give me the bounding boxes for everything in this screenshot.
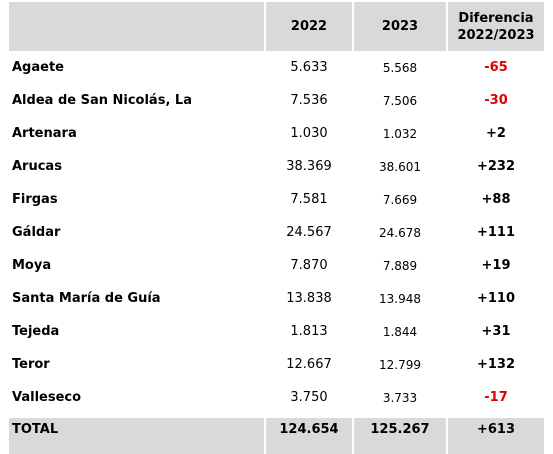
- value-2023: 3.733: [382, 390, 418, 405]
- municipality-name: Valleseco: [12, 390, 82, 405]
- value-2023: 7.669: [382, 192, 418, 207]
- table-row: Aldea de San Nicolás, La 7.536 7.506 -30: [9, 84, 544, 117]
- total-row: TOTAL 124.654 125.267 +613: [9, 418, 544, 454]
- value-2022: 24.567: [286, 225, 332, 240]
- header-difference-line1: Diferencia: [458, 10, 534, 26]
- municipality-name: Tejeda: [12, 324, 60, 339]
- value-2023: 5.568: [382, 60, 418, 75]
- header-difference: Diferencia 2022/2023: [448, 2, 544, 51]
- table-row: Valleseco 3.750 3.733 -17: [9, 381, 544, 414]
- total-2022: 124.654: [266, 418, 352, 454]
- value-2022: 1.813: [290, 324, 328, 339]
- difference-value: -17: [484, 390, 508, 405]
- difference-value: +19: [481, 258, 511, 273]
- value-2022: 7.870: [290, 258, 328, 273]
- value-2023: 7.506: [382, 93, 418, 108]
- value-2022: 1.030: [290, 126, 328, 141]
- municipality-name: Gáldar: [12, 225, 61, 240]
- difference-value: -30: [484, 93, 508, 108]
- value-2022: 7.536: [290, 93, 328, 108]
- table-row: Gáldar 24.567 24.678 +111: [9, 216, 544, 249]
- population-table: 2022 2023 Diferencia 2022/2023 Agaete 5.6…: [7, 2, 546, 454]
- header-municipality: [9, 2, 264, 51]
- difference-value: +31: [481, 324, 511, 339]
- municipality-name: Moya: [12, 258, 52, 273]
- municipality-name: Santa María de Guía: [12, 291, 161, 306]
- municipality-name: Agaete: [12, 60, 64, 75]
- value-2023: 12.799: [379, 357, 421, 372]
- municipality-name: Arucas: [12, 159, 62, 174]
- value-2023: 1.844: [382, 324, 418, 339]
- value-2022: 13.838: [286, 291, 332, 306]
- table-row: Arucas 38.369 38.601 +232: [9, 150, 544, 183]
- municipality-name: Firgas: [12, 192, 58, 207]
- table-row: Moya 7.870 7.889 +19: [9, 249, 544, 282]
- value-2023: 1.032: [382, 126, 418, 141]
- table-body: Agaete 5.633 5.568 -65 Aldea de San Nicolás,…: [9, 51, 544, 454]
- difference-value: +232: [476, 159, 516, 174]
- difference-value: +88: [481, 192, 511, 207]
- value-2023: 13.948: [379, 291, 421, 306]
- difference-value: +2: [486, 126, 506, 141]
- value-2022: 7.581: [290, 192, 328, 207]
- value-2022: 5.633: [290, 60, 328, 75]
- table-row: Teror 12.667 12.799 +132: [9, 348, 544, 381]
- table-row: Tejeda 1.813 1.844 +31: [9, 315, 544, 348]
- value-2023: 38.601: [379, 159, 421, 174]
- header-difference-line2: 2022/2023: [457, 27, 535, 43]
- total-label: TOTAL: [9, 418, 264, 454]
- municipality-name: Teror: [12, 357, 50, 372]
- difference-value: +132: [476, 357, 516, 372]
- table-row: Agaete 5.633 5.568 -65: [9, 51, 544, 84]
- value-2022: 12.667: [286, 357, 332, 372]
- header-row: 2022 2023 Diferencia 2022/2023: [9, 2, 544, 51]
- difference-value: +110: [476, 291, 516, 306]
- municipality-name: Aldea de San Nicolás, La: [12, 93, 192, 108]
- difference-value: -65: [484, 60, 508, 75]
- table-row: Santa María de Guía 13.838 13.948 +110: [9, 282, 544, 315]
- header-2023: 2023: [354, 2, 446, 51]
- value-2022: 38.369: [286, 159, 332, 174]
- header-2022: 2022: [266, 2, 352, 51]
- table-row: Artenara 1.030 1.032 +2: [9, 117, 544, 150]
- total-difference: +613: [448, 418, 544, 454]
- municipality-name: Artenara: [12, 126, 77, 141]
- table-header: 2022 2023 Diferencia 2022/2023: [9, 2, 544, 51]
- total-2023: 125.267: [354, 418, 446, 454]
- value-2023: 7.889: [382, 258, 418, 273]
- value-2022: 3.750: [290, 390, 328, 405]
- difference-value: +111: [476, 225, 516, 240]
- table-row: Firgas 7.581 7.669 +88: [9, 183, 544, 216]
- value-2023: 24.678: [379, 225, 421, 240]
